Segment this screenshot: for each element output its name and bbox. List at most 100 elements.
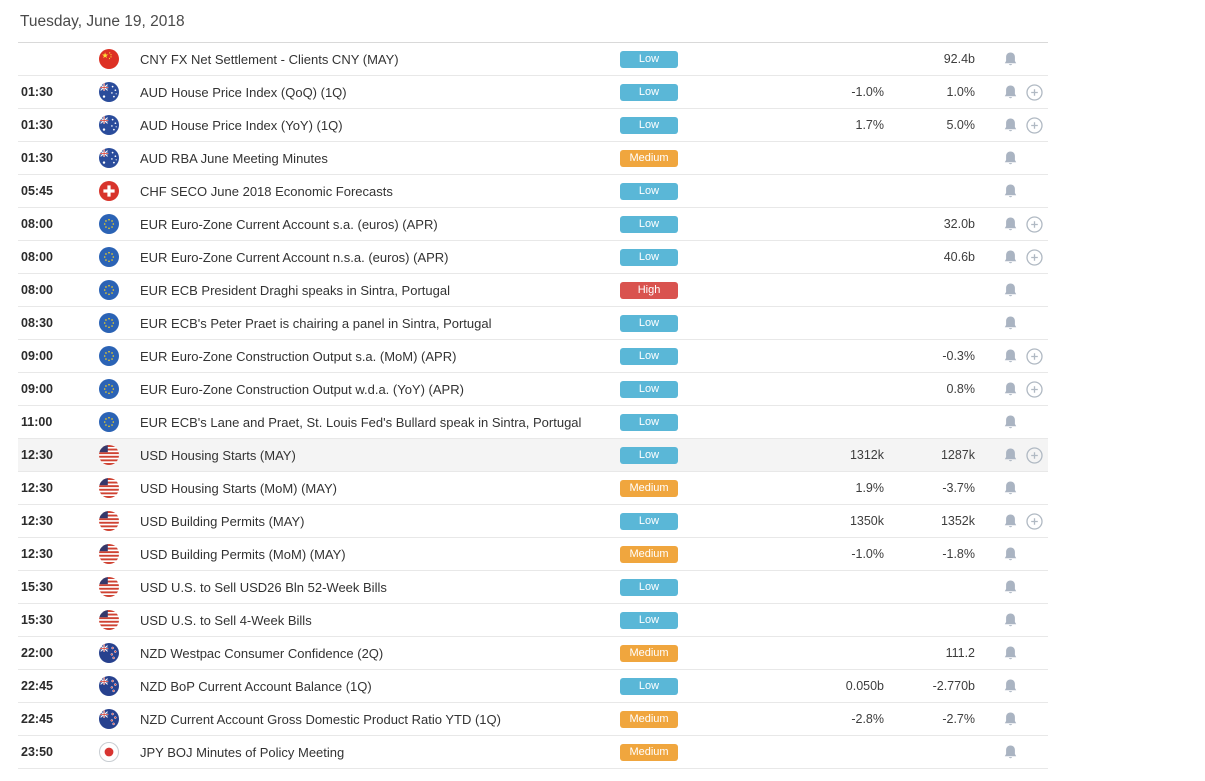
event-row: 15:30 USD U.S. to Sell USD26 Bln 52-Week… [18, 571, 1048, 604]
eur-flag-icon [80, 247, 138, 267]
event-row: 08:30 EUR ECB's Peter Praet is chairing … [18, 307, 1048, 340]
alert-bell-icon[interactable] [1003, 249, 1018, 265]
event-row: 12:30 USD Building Permits (MAY) Low 135… [18, 505, 1048, 538]
event-time: 05:45 [21, 184, 53, 198]
event-title: USD Building Permits (MoM) (MAY) [140, 546, 346, 562]
previous-value: 1352k [940, 514, 975, 528]
event-row: 09:00 EUR Euro-Zone Construction Output … [18, 340, 1048, 373]
event-title: USD U.S. to Sell 4-Week Bills [140, 612, 312, 628]
importance-badge: Medium [620, 479, 678, 497]
add-to-watchlist-plus-icon[interactable] [1026, 512, 1043, 530]
forecast-value: -1.0% [851, 547, 884, 561]
previous-value: -2.770b [932, 679, 975, 693]
event-time: 08:00 [21, 217, 53, 231]
jpy-flag-icon [80, 742, 138, 762]
alert-bell-icon[interactable] [1003, 744, 1018, 760]
event-row: 01:30 AUD House Price Index (QoQ) (1Q) L… [18, 76, 1048, 109]
importance-badge: Low [620, 347, 678, 365]
forecast-value: 1312k [849, 448, 884, 462]
eur-flag-icon [80, 214, 138, 234]
aud-flag-icon [80, 148, 138, 168]
importance-badge: High [620, 281, 678, 299]
add-to-watchlist-plus-icon[interactable] [1026, 248, 1043, 266]
alert-bell-icon[interactable] [1003, 51, 1018, 67]
alert-bell-icon[interactable] [1003, 678, 1018, 694]
event-time: 22:45 [21, 712, 53, 726]
alert-bell-icon[interactable] [1003, 315, 1018, 331]
event-title: AUD House Price Index (YoY) (1Q) [140, 117, 343, 133]
eur-flag-icon [80, 313, 138, 333]
event-time: 01:30 [21, 85, 53, 99]
alert-bell-icon[interactable] [1003, 480, 1018, 496]
event-title: EUR Euro-Zone Current Account s.a. (euro… [140, 216, 438, 232]
economic-calendar: Tuesday, June 19, 2018 CNY FX Net Settle… [18, 0, 1048, 769]
alert-bell-icon[interactable] [1003, 150, 1018, 166]
alert-bell-icon[interactable] [1003, 447, 1018, 463]
add-to-watchlist-plus-icon[interactable] [1026, 347, 1043, 365]
previous-value: -1.8% [942, 547, 975, 561]
alert-bell-icon[interactable] [1003, 216, 1018, 232]
event-title: NZD Current Account Gross Domestic Produ… [140, 711, 501, 727]
importance-badge: Low [620, 83, 678, 101]
event-list: CNY FX Net Settlement - Clients CNY (MAY… [18, 43, 1048, 769]
previous-value: 0.8% [946, 382, 976, 396]
event-time: 01:30 [21, 151, 53, 165]
importance-badge: Medium [620, 644, 678, 662]
alert-bell-icon[interactable] [1003, 711, 1018, 727]
alert-bell-icon[interactable] [1003, 282, 1018, 298]
event-time: 09:00 [21, 349, 53, 363]
previous-value: -2.7% [942, 712, 975, 726]
importance-badge: Low [620, 578, 678, 596]
date-header: Tuesday, June 19, 2018 [18, 0, 1048, 43]
add-to-watchlist-plus-icon[interactable] [1026, 446, 1043, 464]
event-title: AUD RBA June Meeting Minutes [140, 150, 328, 166]
nzd-flag-icon [80, 643, 138, 663]
event-row: 08:00 EUR ECB President Draghi speaks in… [18, 274, 1048, 307]
importance-badge: Low [620, 314, 678, 332]
alert-bell-icon[interactable] [1003, 612, 1018, 628]
forecast-value: 1.9% [855, 481, 885, 495]
usd-flag-icon [80, 478, 138, 498]
previous-value: 111.2 [945, 646, 975, 660]
alert-bell-icon[interactable] [1003, 381, 1018, 397]
importance-badge: Medium [620, 149, 678, 167]
event-title: CHF SECO June 2018 Economic Forecasts [140, 183, 393, 199]
usd-flag-icon [80, 610, 138, 630]
importance-badge: Low [620, 446, 678, 464]
event-title: CNY FX Net Settlement - Clients CNY (MAY… [140, 51, 399, 67]
add-to-watchlist-plus-icon[interactable] [1026, 116, 1043, 134]
event-title: USD Housing Starts (MoM) (MAY) [140, 480, 337, 496]
event-time: 09:00 [21, 382, 53, 396]
event-title: EUR ECB's Lane and Praet, St. Louis Fed'… [140, 414, 582, 430]
event-title: USD Building Permits (MAY) [140, 513, 305, 529]
previous-value: 40.6b [943, 250, 975, 264]
alert-bell-icon[interactable] [1003, 84, 1018, 100]
event-row: 08:00 EUR Euro-Zone Current Account n.s.… [18, 241, 1048, 274]
event-time: 22:45 [21, 679, 53, 693]
alert-bell-icon[interactable] [1003, 183, 1018, 199]
previous-value: 5.0% [946, 118, 976, 132]
event-time: 08:00 [21, 250, 53, 264]
alert-bell-icon[interactable] [1003, 546, 1018, 562]
add-to-watchlist-plus-icon[interactable] [1026, 215, 1043, 233]
previous-value: 1287k [940, 448, 975, 462]
alert-bell-icon[interactable] [1003, 513, 1018, 529]
alert-bell-icon[interactable] [1003, 579, 1018, 595]
alert-bell-icon[interactable] [1003, 645, 1018, 661]
event-title: EUR Euro-Zone Current Account n.s.a. (eu… [140, 249, 449, 265]
event-row: 05:45 CHF SECO June 2018 Economic Foreca… [18, 175, 1048, 208]
usd-flag-icon [80, 577, 138, 597]
event-time: 12:30 [21, 547, 53, 561]
alert-bell-icon[interactable] [1003, 414, 1018, 430]
aud-flag-icon [80, 115, 138, 135]
add-to-watchlist-plus-icon[interactable] [1026, 83, 1043, 101]
importance-badge: Low [620, 413, 678, 431]
cny-flag-icon [80, 49, 138, 69]
add-to-watchlist-plus-icon[interactable] [1026, 380, 1043, 398]
alert-bell-icon[interactable] [1003, 117, 1018, 133]
event-row: 12:30 USD Housing Starts (MAY) Low 1312k… [18, 439, 1048, 472]
alert-bell-icon[interactable] [1003, 348, 1018, 364]
forecast-value: -2.8% [851, 712, 884, 726]
forecast-value: -1.0% [851, 85, 884, 99]
event-title: USD U.S. to Sell USD26 Bln 52-Week Bills [140, 579, 387, 595]
